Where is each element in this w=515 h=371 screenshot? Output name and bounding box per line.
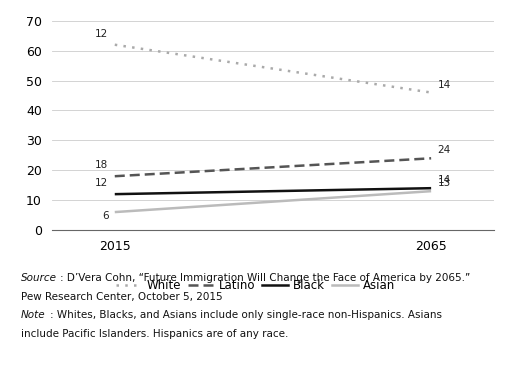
Text: Pew Research Center, October 5, 2015: Pew Research Center, October 5, 2015 (21, 292, 222, 302)
Text: Note: Note (21, 310, 45, 320)
Text: : D’Vera Cohn, “Future Immigration Will Change the Face of America by 2065.”: : D’Vera Cohn, “Future Immigration Will … (60, 273, 471, 283)
Text: 24: 24 (437, 145, 451, 155)
Text: 12: 12 (95, 29, 109, 39)
Text: 12: 12 (95, 178, 109, 188)
Text: : Whites, Blacks, and Asians include only single-race non-Hispanics. Asians: : Whites, Blacks, and Asians include onl… (50, 310, 442, 320)
Text: 14: 14 (437, 79, 451, 89)
Text: 14: 14 (437, 175, 451, 185)
Legend: White, Latino, Black, Asian: White, Latino, Black, Asian (111, 275, 400, 297)
Text: 6: 6 (102, 211, 109, 221)
Text: 13: 13 (437, 178, 451, 188)
Text: 18: 18 (95, 160, 109, 170)
Text: include Pacific Islanders. Hispanics are of any race.: include Pacific Islanders. Hispanics are… (21, 329, 288, 339)
Text: Source: Source (21, 273, 57, 283)
